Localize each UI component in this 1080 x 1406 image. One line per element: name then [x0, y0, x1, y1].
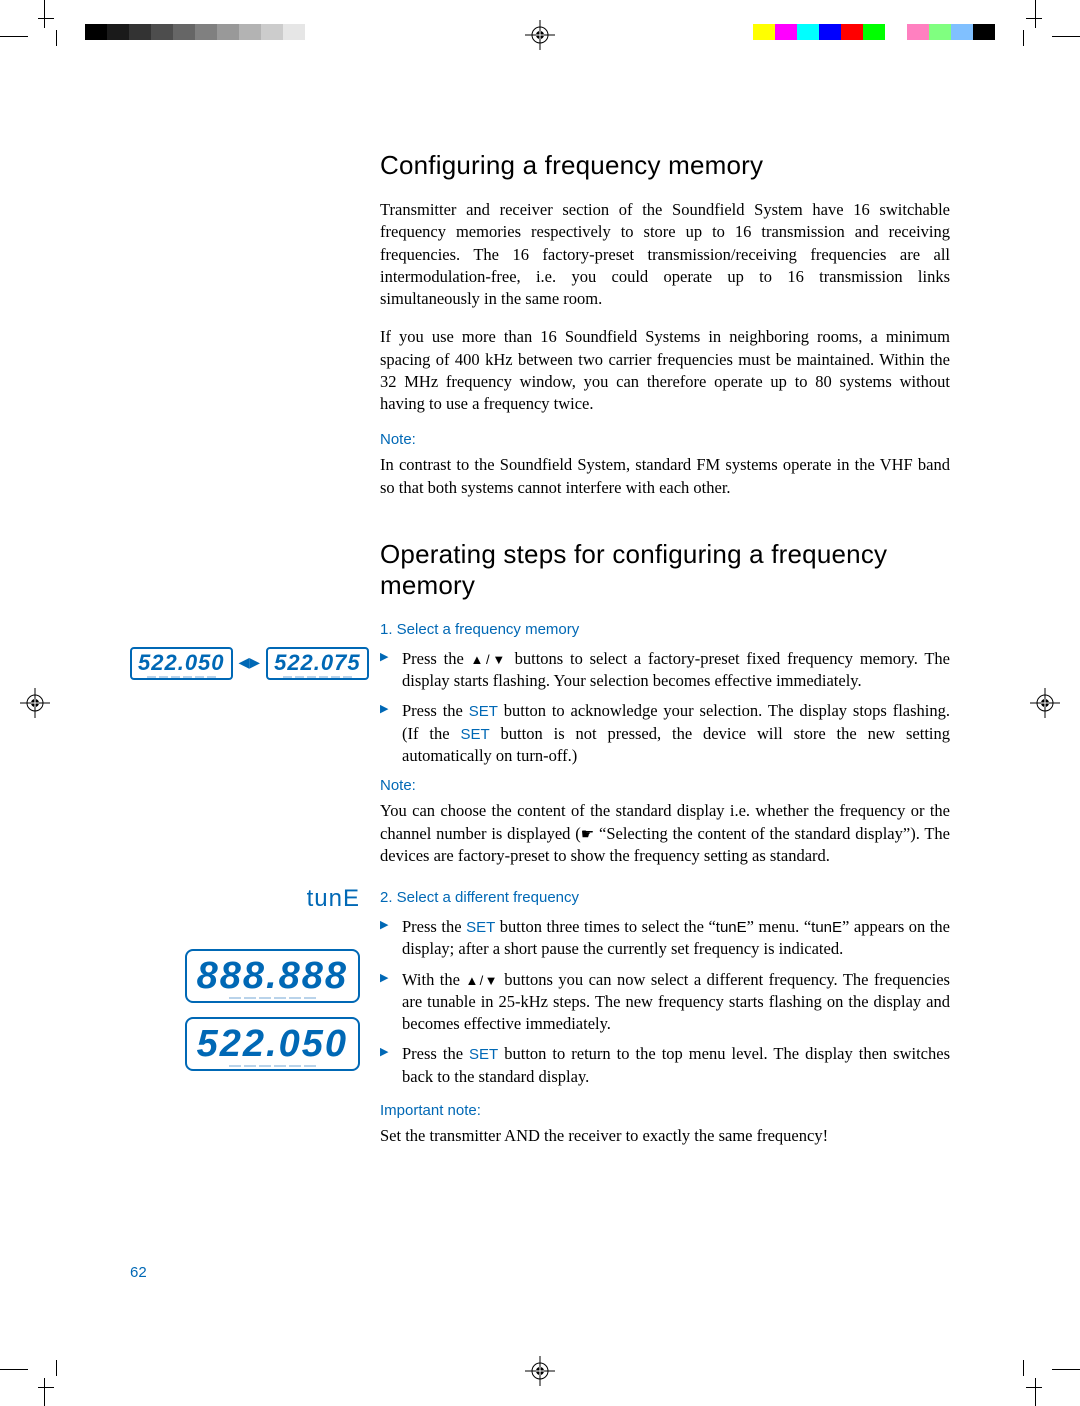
set-button-label: SET — [469, 1046, 498, 1063]
registration-mark-icon — [1030, 688, 1060, 718]
crop-mark — [44, 0, 45, 28]
frequency-display-right: 522.075 — [266, 647, 369, 680]
crop-mark — [1035, 0, 1036, 28]
tune-label: tunE — [130, 885, 360, 913]
bullet-item: Press the SET button three times to sele… — [380, 916, 950, 961]
tune-inline: tunE — [716, 919, 747, 936]
section-heading: Operating steps for configuring a freque… — [380, 539, 950, 601]
crop-mark — [1026, 1387, 1042, 1388]
step-heading: 2. Select a different frequency — [380, 889, 950, 906]
crop-mark — [38, 1387, 54, 1388]
crop-mark — [1026, 18, 1042, 19]
pointer-icon: ☛ — [581, 827, 594, 843]
note-label: Note: — [380, 431, 950, 448]
updown-icon: ▲/▼ — [465, 973, 498, 988]
updown-icon: ▲/▼ — [471, 652, 508, 667]
crop-mark — [0, 36, 28, 37]
section-heading: Configuring a frequency memory — [380, 150, 950, 181]
page-number: 62 — [130, 1264, 147, 1281]
bullet-item: Press the SET button to acknowledge your… — [380, 700, 950, 767]
frequency-value: 522.075 — [274, 652, 361, 674]
frequency-display-blank: 888.888 — [185, 949, 360, 1003]
step-heading: 1. Select a frequency memory — [380, 621, 950, 638]
note-label: Note: — [380, 777, 950, 794]
registration-mark-icon — [20, 688, 50, 718]
crop-mark — [1052, 1369, 1080, 1370]
crop-mark — [0, 1369, 28, 1370]
crop-mark — [1023, 30, 1024, 46]
frequency-display-set: 522.050 — [185, 1017, 360, 1071]
bullet-item: Press the SET button to return to the to… — [380, 1043, 950, 1088]
crop-mark — [44, 1378, 45, 1406]
frequency-value: 522.050 — [138, 652, 225, 674]
tune-inline: tunE — [811, 919, 842, 936]
paragraph: In contrast to the Soundfield System, st… — [380, 454, 950, 499]
color-calibration-bar — [753, 24, 995, 40]
set-button-label: SET — [460, 726, 489, 743]
paragraph: Set the transmitter AND the receiver to … — [380, 1125, 950, 1147]
paragraph: You can choose the content of the standa… — [380, 800, 950, 867]
registration-mark-icon — [525, 20, 555, 50]
crop-mark — [56, 1360, 57, 1376]
paragraph: If you use more than 16 Soundfield Syste… — [380, 326, 950, 415]
crop-mark — [56, 30, 57, 46]
bullet-item: Press the ▲/▼ buttons to select a factor… — [380, 648, 950, 693]
crop-mark — [1023, 1360, 1024, 1376]
frequency-value: 888.888 — [197, 957, 348, 995]
frequency-display-left: 522.050 — [130, 647, 233, 680]
important-note-label: Important note: — [380, 1102, 950, 1119]
set-button-label: SET — [466, 919, 495, 936]
crop-mark — [1052, 36, 1080, 37]
frequency-value: 522.050 — [197, 1025, 348, 1063]
bullet-item: With the ▲/▼ buttons you can now select … — [380, 969, 950, 1036]
set-button-label: SET — [469, 703, 498, 720]
crop-mark — [1035, 1378, 1036, 1406]
crop-mark — [38, 18, 54, 19]
frequency-display-pair: 522.050 ◀▶ 522.075 — [130, 647, 369, 680]
left-right-arrow-icon: ◀▶ — [239, 655, 261, 672]
paragraph: Transmitter and receiver section of the … — [380, 199, 950, 310]
grayscale-calibration-bar — [85, 24, 327, 40]
registration-mark-icon — [525, 1356, 555, 1386]
